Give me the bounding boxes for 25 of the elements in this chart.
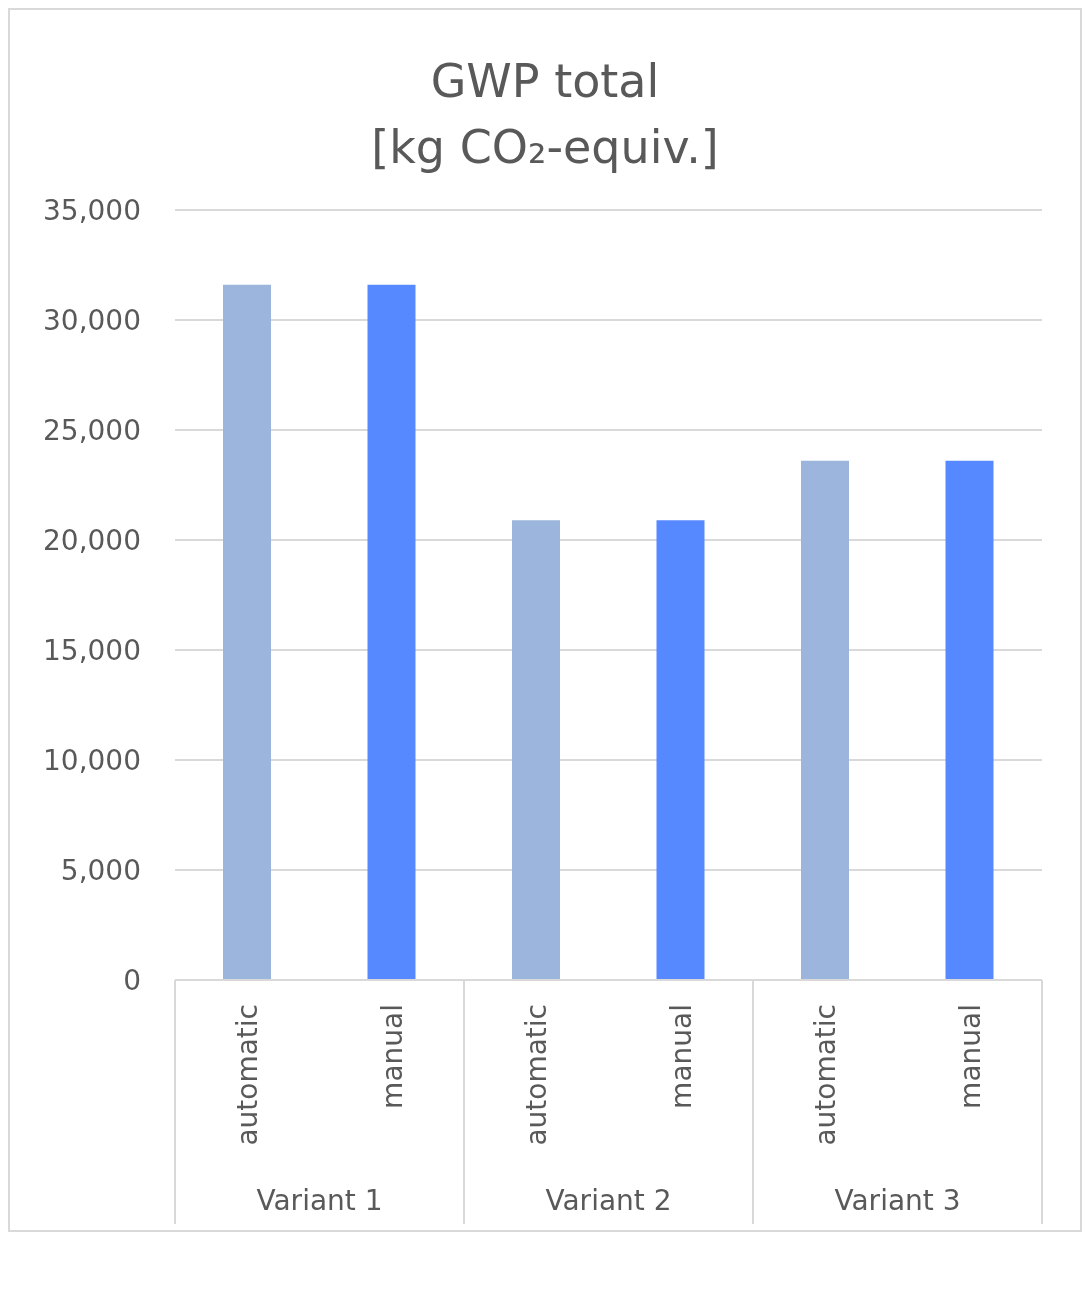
y-tick-label: 20,000 [43, 523, 141, 557]
x-tick-label: manual [664, 1004, 698, 1109]
x-tick-label: automatic [809, 1004, 843, 1146]
y-tick-label: 25,000 [43, 413, 141, 447]
bar [223, 284, 271, 980]
y-tick-label: 30,000 [43, 303, 141, 337]
bar [801, 460, 849, 980]
y-tick-label: 5,000 [60, 853, 141, 887]
x-tick-label: manual [953, 1004, 987, 1109]
y-tick-label: 35,000 [43, 193, 141, 227]
text: Variant 1 [256, 1184, 383, 1217]
bar [367, 284, 416, 980]
x-tick-label: automatic [520, 1004, 554, 1146]
bar [656, 520, 705, 980]
bar [512, 520, 560, 980]
chart-title: GWP total [429, 53, 661, 110]
text: Variant 2 [545, 1184, 672, 1217]
text: Variant 3 [834, 1184, 961, 1217]
y-tick-label: 0 [123, 963, 141, 997]
x-tick-label: manual [375, 1004, 409, 1109]
x-tick-label: automatic [231, 1004, 265, 1146]
bar [945, 460, 994, 980]
y-tick-label: 10,000 [43, 743, 141, 777]
y-tick-label: 15,000 [43, 633, 141, 667]
chart-subtitle: [kg CO₂-equiv.] [370, 119, 720, 176]
